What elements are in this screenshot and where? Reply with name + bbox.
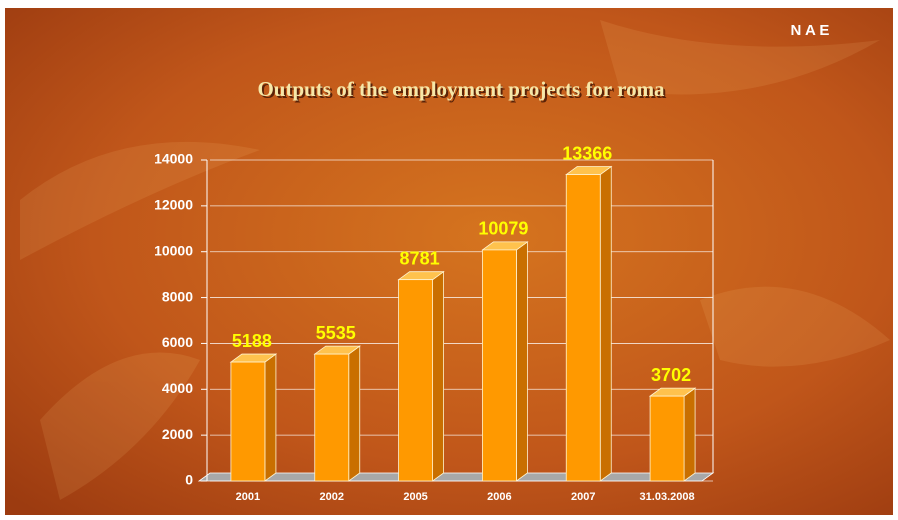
x-tick-label: 31.03.2008 bbox=[640, 491, 695, 503]
x-tick-label: 2005 bbox=[403, 491, 427, 503]
brand: N A E bbox=[791, 22, 830, 39]
value-label: 5188 bbox=[232, 331, 272, 351]
slide-background bbox=[5, 8, 893, 515]
bar-side bbox=[348, 345, 361, 482]
y-tick-label: 12000 bbox=[154, 197, 193, 213]
y-tick-label: 2000 bbox=[162, 426, 193, 442]
bar-side bbox=[683, 387, 696, 482]
value-label: 5535 bbox=[316, 323, 356, 343]
x-tick-label: 2002 bbox=[320, 491, 344, 503]
value-label: 8781 bbox=[400, 248, 440, 268]
bar bbox=[230, 361, 266, 482]
value-label: 3702 bbox=[651, 365, 691, 385]
bar-side bbox=[516, 241, 528, 482]
chart-title-shadow: Outputs of the employment projects for r… bbox=[259, 79, 667, 103]
value-label: 13366 bbox=[562, 143, 612, 163]
bar bbox=[565, 174, 601, 482]
bar bbox=[314, 353, 350, 482]
decoration bbox=[20, 20, 890, 500]
bar-side bbox=[599, 165, 612, 482]
bar bbox=[649, 395, 685, 482]
bar-side bbox=[432, 270, 444, 482]
chart-title: Outputs of the employment projects for r… bbox=[257, 77, 665, 101]
y-tick-label: 4000 bbox=[162, 380, 193, 396]
y-tick-label: 10000 bbox=[154, 242, 193, 258]
y-tick-label: 8000 bbox=[162, 288, 193, 304]
y-tick-label: 0 bbox=[185, 472, 193, 488]
bar bbox=[482, 249, 517, 482]
x-tick-label: 2001 bbox=[236, 491, 260, 503]
plot: 0 2000 4000 6000 8000 10000 12000 14000 2001 5188… bbox=[154, 143, 715, 503]
x-tick-label: 2007 bbox=[571, 491, 595, 503]
bar-side bbox=[264, 353, 277, 482]
y-tick-label: 14000 bbox=[154, 151, 193, 167]
bar bbox=[398, 279, 433, 482]
y-tick-label: 6000 bbox=[162, 334, 193, 350]
value-label: 10079 bbox=[478, 219, 528, 239]
floor bbox=[197, 472, 715, 482]
x-tick-label: 2006 bbox=[487, 491, 511, 503]
